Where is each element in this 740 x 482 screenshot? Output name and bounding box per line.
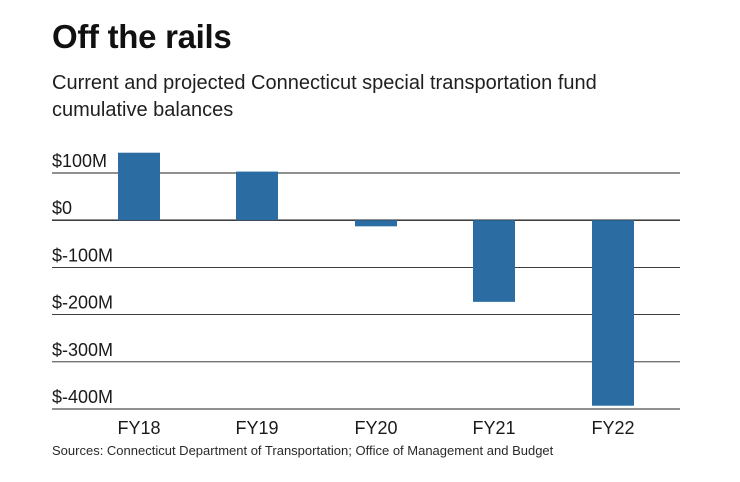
- bar-fy22: [592, 220, 634, 406]
- x-category-label: FY21: [472, 418, 515, 438]
- y-tick-label: $0: [52, 198, 72, 218]
- chart-subtitle: Current and projected Connecticut specia…: [52, 72, 597, 121]
- x-category-labels: FY18 FY19 FY20 FY21 FY22: [117, 418, 634, 438]
- y-tick-label: $-100M: [52, 245, 113, 265]
- bar-fy20: [355, 220, 397, 227]
- y-tick-label: $100M: [52, 151, 107, 171]
- x-category-label: FY18: [117, 418, 160, 438]
- source-note: Sources: Connecticut Department of Trans…: [52, 443, 554, 458]
- y-tick-label: $-400M: [52, 387, 113, 407]
- x-category-label: FY22: [591, 418, 634, 438]
- bar-fy18: [118, 152, 160, 221]
- x-category-label: FY20: [354, 418, 397, 438]
- x-category-label: FY19: [235, 418, 278, 438]
- y-tick-labels: $100M $0 $-100M $-200M $-300M $-400M: [52, 151, 113, 407]
- y-tick-label: $-200M: [52, 293, 113, 313]
- bar-fy21: [473, 220, 515, 302]
- chart-title: Off the rails: [52, 18, 232, 55]
- bars: [118, 152, 634, 406]
- y-tick-label: $-300M: [52, 340, 113, 360]
- bar-fy19: [236, 171, 278, 221]
